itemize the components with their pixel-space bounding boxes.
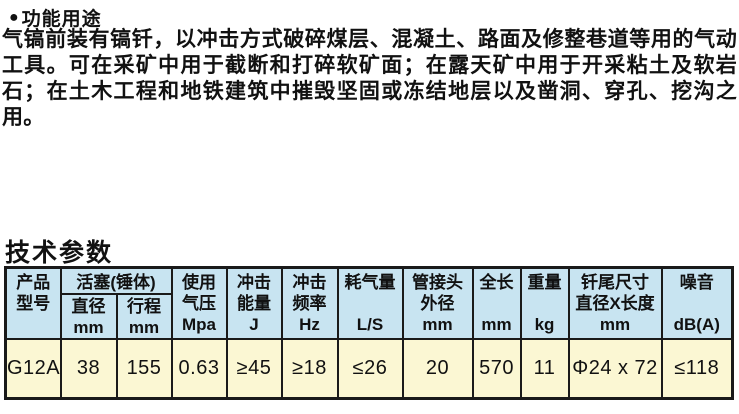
section-heading-label: 功能用途: [21, 9, 102, 30]
cell-diameter: 38: [59, 338, 118, 399]
col-header-weight: 重量 kg: [519, 266, 570, 340]
col-header-piston-group: 活塞(锤体): [59, 266, 173, 295]
col-header-shank-size: 钎尾尺寸 直径X长度 mm: [567, 266, 663, 340]
header-row-2: 直径 mm 行程 mm: [6, 293, 733, 340]
section-heading: ● 功能用途: [9, 4, 102, 31]
cell-weight: 11: [519, 338, 570, 399]
specs-table: 产品 型号 活塞(锤体) 使用 气压 Mpa 冲击 能量 J 冲击 频率 Hz …: [4, 266, 735, 400]
col-header-air-pressure: 使用 气压 Mpa: [170, 266, 228, 340]
header-row-1: 产品 型号 活塞(锤体) 使用 气压 Mpa 冲击 能量 J 冲击 频率 Hz …: [4, 266, 734, 340]
col-header-air-consumption: 耗气量 L/S: [336, 266, 404, 340]
specs-table-title: 技术参数: [5, 239, 114, 267]
table-row: G12A 38 155 0.63 ≥45 ≥18 ≤26 20 570 11 Φ…: [4, 338, 734, 399]
col-header-pipe-joint-od: 管接头 外径 mm: [401, 266, 474, 340]
col-header-diameter: 直径 mm: [59, 293, 118, 340]
col-header-stroke: 行程 mm: [115, 293, 173, 340]
cell-model: G12A: [4, 338, 62, 399]
cell-shank: Φ24 x 72: [567, 338, 663, 399]
col-header-noise: 噪音 dB(A): [660, 266, 734, 340]
col-header-impact-frequency: 冲击 频率 Hz: [280, 266, 339, 340]
bullet-icon: ●: [9, 8, 20, 26]
cell-frequency: ≥18: [280, 338, 339, 399]
cell-consumption: ≤26: [336, 338, 404, 399]
col-header-overall-length: 全长 mm: [471, 266, 522, 340]
cell-pressure: 0.63: [170, 338, 228, 399]
cell-joint-od: 20: [401, 338, 474, 399]
col-header-impact-energy: 冲击 能量 J: [225, 266, 283, 340]
cell-energy: ≥45: [225, 338, 283, 399]
description-paragraph: 气镐前装有镐钎，以冲击方式破碎煤层、混凝土、路面及修整巷道等用的气动工具。可在采…: [2, 28, 737, 129]
cell-stroke: 155: [115, 338, 173, 399]
cell-length: 570: [471, 338, 522, 399]
col-header-product-model: 产品 型号: [4, 266, 62, 340]
cell-noise: ≤118: [660, 338, 734, 399]
